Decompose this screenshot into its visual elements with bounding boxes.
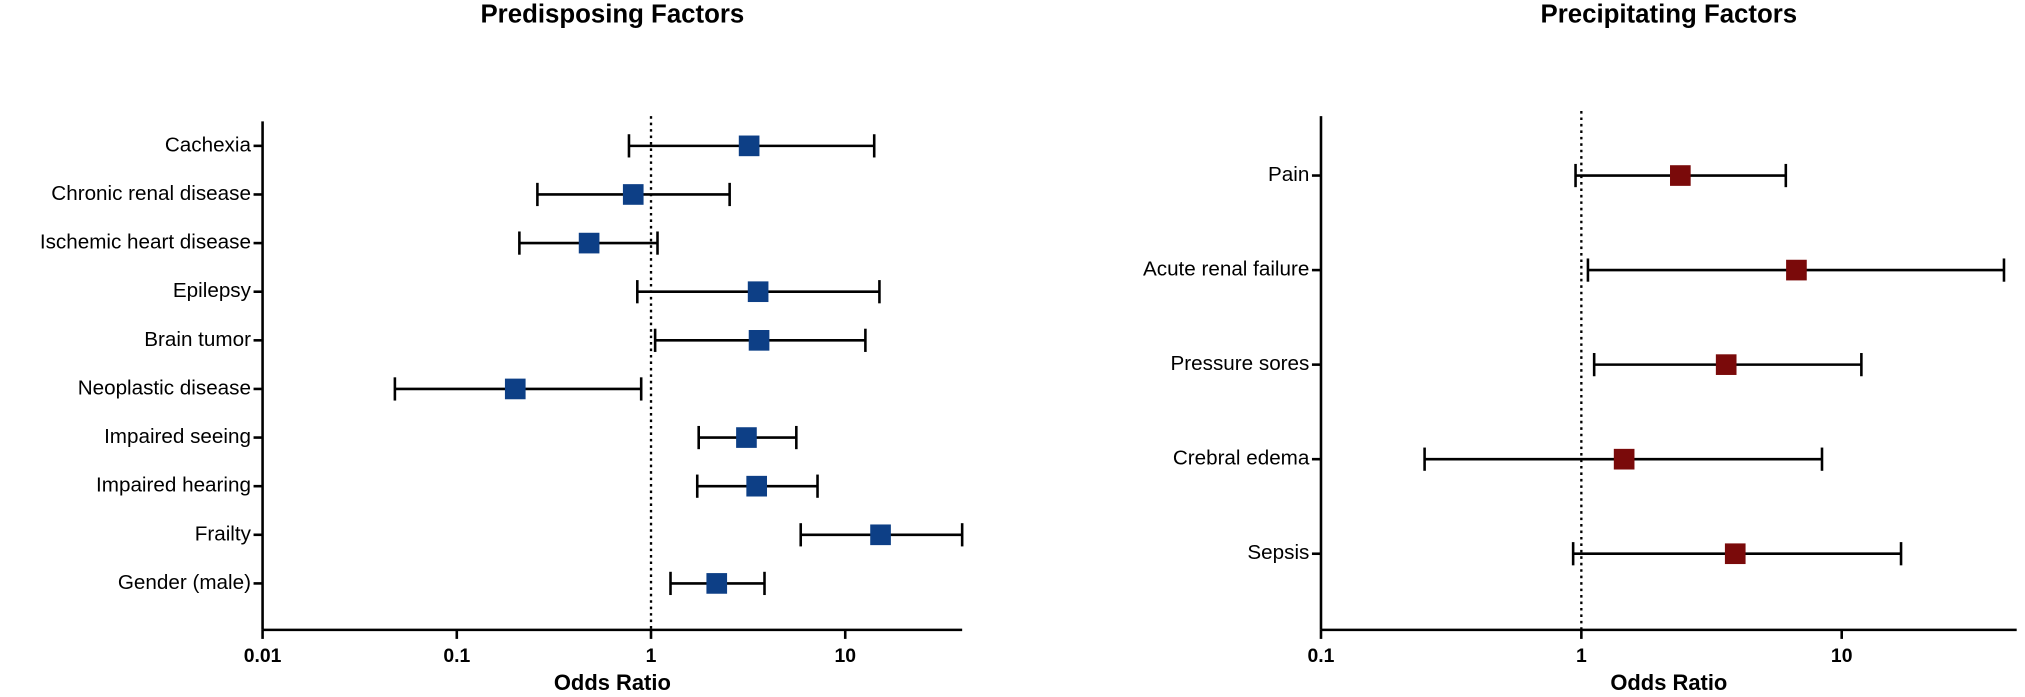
- y-tick-label: Pressure sores: [1171, 352, 1310, 375]
- point-estimate: [748, 329, 770, 351]
- chart-title: Precipitating Factors: [1541, 0, 1798, 28]
- y-tick-label: Pain: [1268, 163, 1309, 186]
- x-tick-label: 0.1: [443, 645, 470, 667]
- point-estimate: [1715, 354, 1737, 375]
- y-tick-label: Ischemic heart disease: [40, 231, 251, 254]
- x-tick-label: 10: [1831, 645, 1853, 667]
- point-estimate: [736, 427, 757, 448]
- y-tick-label: Impaired seeing: [104, 425, 251, 448]
- x-axis-label: Odds Ratio: [554, 670, 671, 695]
- point-estimate: [1724, 543, 1746, 565]
- point-estimate: [738, 135, 760, 157]
- y-tick-label: Frailty: [195, 522, 252, 545]
- point-estimate: [870, 524, 891, 546]
- x-axis-label: Odds Ratio: [1610, 670, 1727, 695]
- point-estimate: [1670, 165, 1691, 186]
- x-tick-label: 1: [1576, 645, 1587, 667]
- y-tick-label: Cachexia: [165, 133, 252, 156]
- y-tick-label: Epilepsy: [173, 279, 252, 302]
- y-tick-label: Neoplastic disease: [78, 376, 251, 399]
- point-estimate: [706, 573, 728, 594]
- y-tick-label: Sepsis: [1247, 541, 1309, 564]
- y-tick-label: Acute renal failure: [1143, 258, 1309, 281]
- point-estimate: [1786, 259, 1807, 281]
- y-tick-label: Chronic renal disease: [51, 182, 251, 205]
- y-tick-label: Brain tumor: [144, 328, 251, 351]
- point-estimate: [578, 232, 600, 254]
- y-tick-label: Crebral edema: [1173, 447, 1310, 470]
- point-estimate: [1613, 448, 1635, 470]
- point-estimate: [746, 475, 768, 497]
- x-tick-label: 1: [646, 645, 657, 667]
- point-estimate: [622, 184, 644, 205]
- y-tick-label: Gender (male): [118, 571, 251, 594]
- point-estimate: [504, 378, 526, 400]
- point-estimate: [747, 281, 769, 303]
- x-tick-label: 0.01: [244, 645, 282, 667]
- chart-title: Predisposing Factors: [480, 0, 744, 28]
- x-tick-label: 10: [834, 645, 856, 667]
- x-tick-label: 0.1: [1308, 645, 1335, 667]
- y-tick-label: Impaired hearing: [96, 474, 251, 497]
